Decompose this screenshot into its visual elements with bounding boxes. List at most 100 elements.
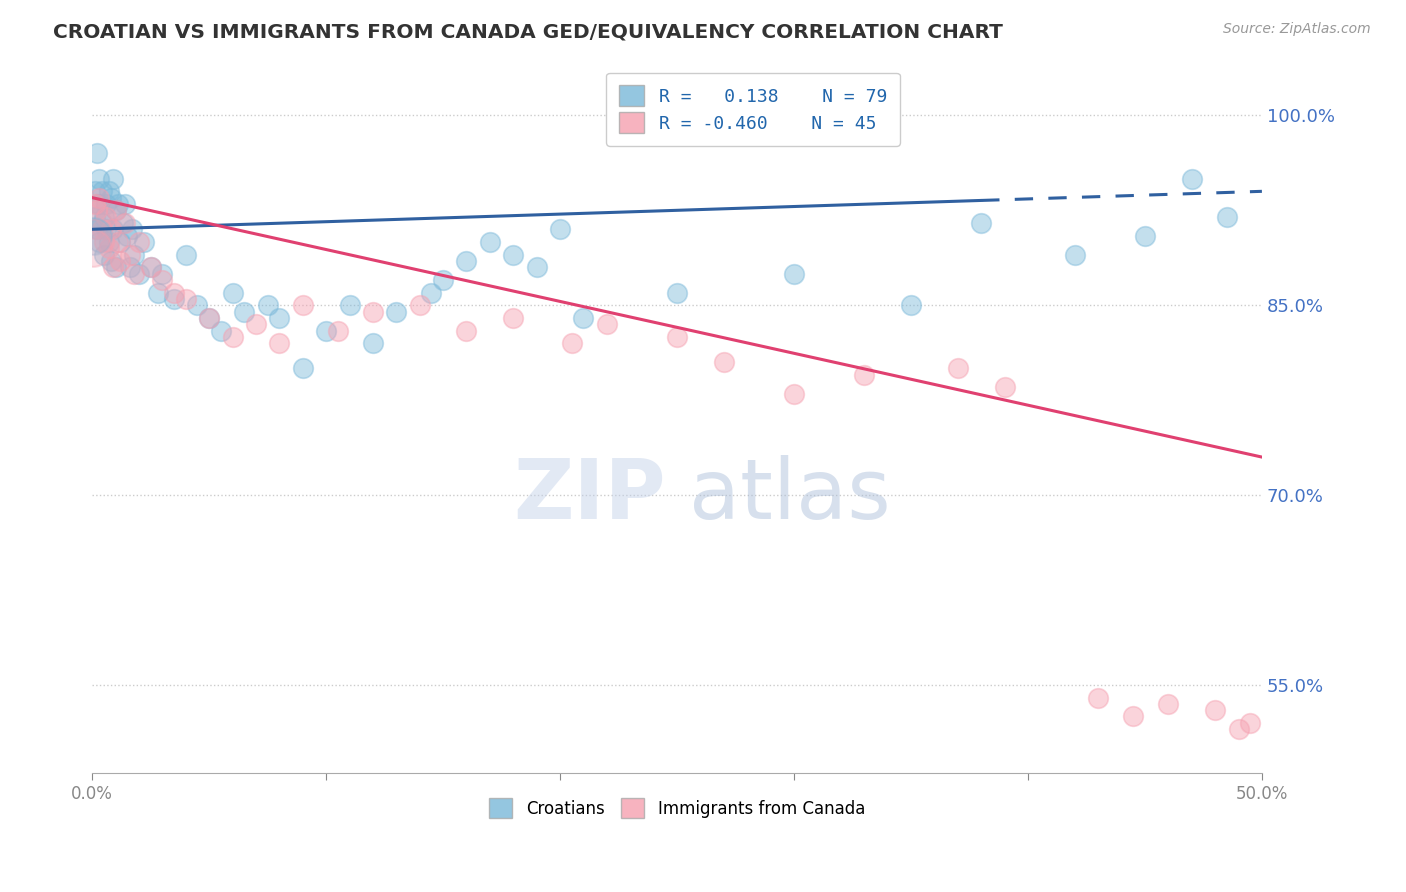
Point [221, 285, 243, 300]
Point [104, 203, 127, 218]
Point [526, 260, 548, 275]
Point [96, 210, 118, 224]
Text: Source: ZipAtlas.com: Source: ZipAtlas.com [1223, 22, 1371, 37]
Point [90, 216, 112, 230]
Point [1157, 697, 1180, 711]
Point [1204, 703, 1226, 717]
Point [478, 235, 501, 249]
Point [1087, 690, 1109, 705]
Point [713, 355, 735, 369]
Point [502, 310, 524, 325]
Point [96, 197, 118, 211]
Point [103, 171, 125, 186]
Point [96, 222, 118, 236]
Point [82, 241, 104, 255]
Text: ZIP: ZIP [513, 455, 665, 535]
Point [1227, 722, 1250, 736]
Point [150, 273, 173, 287]
Point [128, 267, 150, 281]
Point [1239, 715, 1261, 730]
Point [118, 260, 141, 275]
Point [139, 260, 162, 275]
Point [1133, 228, 1156, 243]
Point [186, 298, 208, 312]
Point [572, 310, 595, 325]
Point [174, 292, 197, 306]
Point [110, 254, 132, 268]
Point [1181, 171, 1204, 186]
Point [128, 235, 150, 249]
Point [97, 184, 120, 198]
Point [209, 324, 232, 338]
Point [121, 222, 143, 236]
Point [146, 285, 169, 300]
Point [93, 210, 115, 224]
Point [420, 285, 443, 300]
Point [783, 267, 806, 281]
Point [89, 171, 111, 186]
Point [666, 285, 689, 300]
Point [100, 222, 122, 236]
Point [853, 368, 876, 382]
Point [315, 324, 337, 338]
Point [291, 361, 314, 376]
Point [104, 260, 127, 275]
Point [132, 235, 155, 249]
Point [339, 298, 361, 312]
Point [502, 247, 524, 261]
Point [221, 330, 243, 344]
Point [245, 317, 267, 331]
Point [86, 203, 108, 218]
Point [82, 228, 104, 243]
Point [93, 247, 115, 261]
Point [100, 254, 122, 268]
Point [361, 304, 384, 318]
Point [100, 191, 122, 205]
Point [104, 203, 127, 218]
Point [269, 336, 291, 351]
Point [548, 222, 571, 236]
Point [114, 197, 136, 211]
Point [198, 310, 221, 325]
Point [107, 197, 129, 211]
Point [174, 247, 197, 261]
Point [117, 228, 139, 243]
Point [326, 324, 349, 338]
Point [291, 298, 314, 312]
Point [110, 235, 132, 249]
Point [993, 380, 1015, 394]
Point [783, 386, 806, 401]
Point [89, 191, 111, 205]
Point [456, 254, 478, 268]
Point [163, 285, 186, 300]
Point [83, 222, 105, 236]
Point [103, 222, 125, 236]
Point [456, 324, 478, 338]
Point [198, 310, 221, 325]
Point [139, 260, 162, 275]
Point [946, 361, 969, 376]
Point [89, 197, 111, 211]
Point [118, 247, 141, 261]
Point [86, 197, 108, 211]
Point [409, 298, 432, 312]
Point [163, 292, 186, 306]
Point [900, 298, 922, 312]
Point [269, 310, 291, 325]
Point [124, 247, 146, 261]
Point [107, 235, 129, 249]
Point [83, 184, 105, 198]
Text: CROATIAN VS IMMIGRANTS FROM CANADA GED/EQUIVALENCY CORRELATION CHART: CROATIAN VS IMMIGRANTS FROM CANADA GED/E… [53, 22, 1004, 41]
Point [1216, 210, 1239, 224]
Point [83, 197, 105, 211]
Point [561, 336, 583, 351]
Point [89, 235, 111, 249]
Point [93, 235, 115, 249]
Point [385, 304, 408, 318]
Point [114, 216, 136, 230]
Point [432, 273, 454, 287]
Point [103, 260, 125, 275]
Point [97, 235, 120, 249]
Point [256, 298, 278, 312]
Point [1122, 709, 1144, 723]
